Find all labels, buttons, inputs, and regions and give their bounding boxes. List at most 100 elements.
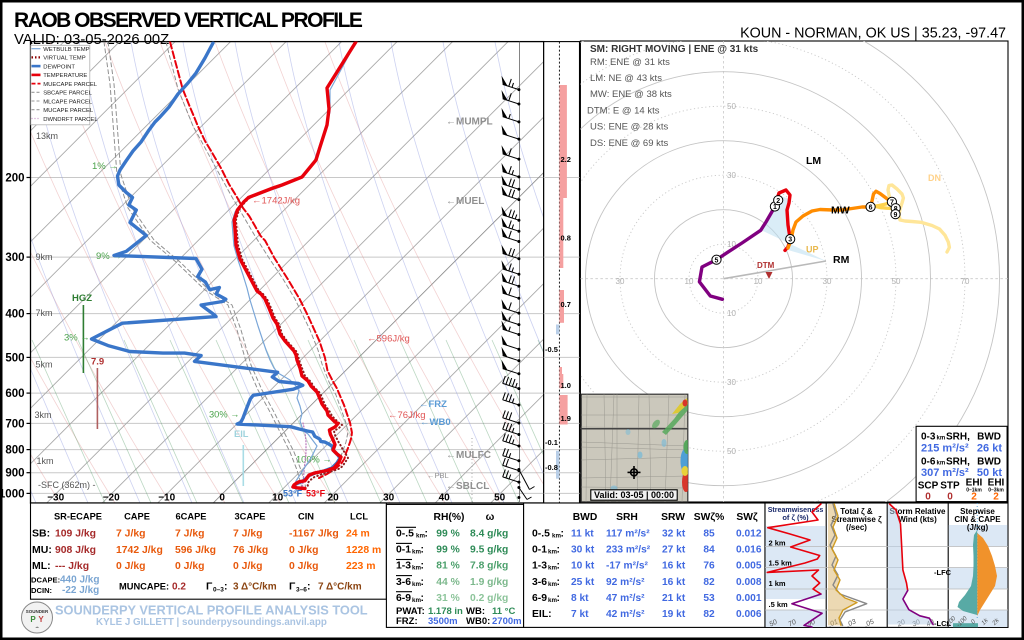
- svg-text::: :: [307, 581, 311, 593]
- svg-text:LM: LM: [806, 155, 821, 167]
- svg-text:1000: 1000: [0, 488, 25, 500]
- svg-text:EHI: EHI: [966, 478, 983, 489]
- svg-text:−20: −20: [103, 493, 120, 504]
- svg-text:100% →: 100% →: [296, 455, 332, 465]
- svg-text:7 Δ°C/km: 7 Δ°C/km: [318, 582, 362, 593]
- svg-text:←76J/kg: ←76J/kg: [388, 410, 426, 421]
- svg-text:RM: ENE @ 31 kts: RM: ENE @ 31 kts: [590, 57, 670, 68]
- svg-text::: :: [425, 529, 428, 540]
- svg-text:←MULFC: ←MULFC: [446, 450, 491, 461]
- svg-text:ML:: ML:: [32, 560, 51, 572]
- svg-text:VIRTUAL TEMP: VIRTUAL TEMP: [43, 56, 86, 62]
- svg-text:-0.1: -0.1: [545, 438, 558, 447]
- svg-text:←WB0: ←WB0: [420, 417, 451, 428]
- svg-text:0.012: 0.012: [736, 529, 762, 540]
- svg-text:EIL: EIL: [234, 429, 249, 439]
- svg-text:Streamwiseness: Streamwiseness: [768, 506, 824, 514]
- svg-text:3-6: 3-6: [532, 577, 547, 588]
- svg-text:800: 800: [5, 445, 24, 457]
- svg-text:MU:: MU:: [32, 544, 52, 556]
- svg-text:0: 0: [925, 492, 931, 503]
- svg-text::: :: [421, 593, 424, 604]
- svg-text:←PBL: ←PBL: [427, 471, 449, 480]
- svg-text:←MUEL: ←MUEL: [446, 196, 484, 207]
- svg-text:.03: .03: [845, 618, 857, 629]
- svg-text:P: P: [30, 615, 36, 624]
- svg-text:7 kt: 7 kt: [571, 609, 589, 620]
- svg-text:-22 J/kg: -22 J/kg: [62, 585, 99, 596]
- svg-text:MUCAPE PARCEL: MUCAPE PARCEL: [43, 108, 94, 114]
- svg-text:LM: NE @ 43 kts: LM: NE @ 43 kts: [590, 73, 662, 84]
- svg-text:19 kt: 19 kt: [662, 609, 686, 620]
- svg-text:2: 2: [776, 198, 780, 205]
- svg-text:DS: ENE @ 69 kts: DS: ENE @ 69 kts: [590, 138, 669, 149]
- svg-text:30: 30: [727, 171, 736, 180]
- svg-text:53°F: 53°F: [283, 489, 303, 499]
- svg-text:233 m²/s²: 233 m²/s²: [606, 545, 651, 556]
- svg-text:km: km: [548, 565, 557, 572]
- svg-text:84: 84: [703, 545, 715, 556]
- svg-text:30: 30: [383, 493, 395, 504]
- svg-text:km: km: [552, 533, 561, 540]
- svg-text::: :: [557, 577, 560, 588]
- svg-text:50 kt: 50 kt: [977, 467, 1002, 479]
- svg-text:km: km: [416, 533, 425, 540]
- svg-text:76 J/kg: 76 J/kg: [233, 545, 268, 556]
- svg-text:26 kt: 26 kt: [977, 443, 1002, 455]
- svg-text::: :: [421, 577, 424, 588]
- svg-text::: :: [557, 545, 560, 556]
- svg-text:0.2 g/kg: 0.2 g/kg: [470, 593, 508, 604]
- svg-text:92 m²/s²: 92 m²/s²: [606, 577, 645, 588]
- svg-text:600: 600: [5, 388, 24, 400]
- svg-text:SRH,: SRH,: [946, 432, 970, 443]
- svg-text:.05: .05: [863, 618, 875, 629]
- svg-text:km: km: [548, 549, 557, 556]
- svg-text:7.8 g/kg: 7.8 g/kg: [470, 561, 508, 572]
- svg-text:KOUN - NORMAN, OK US | 35.23,: KOUN - NORMAN, OK US | 35.23, -97.47: [740, 26, 1006, 42]
- svg-text:MUNCAPE:: MUNCAPE:: [119, 582, 169, 592]
- svg-text:--- J/kg: --- J/kg: [55, 561, 89, 572]
- svg-text:KYLE J GILLETT | sounderpysoun: KYLE J GILLETT | sounderpysoundings.anvi…: [96, 617, 327, 628]
- svg-text:223 m: 223 m: [346, 561, 375, 572]
- svg-text:SOUNDERPY VERTICAL PROFILE ANA: SOUNDERPY VERTICAL PROFILE ANALYSIS TOOL: [55, 603, 368, 618]
- svg-text:70: 70: [961, 277, 970, 286]
- svg-text::: :: [557, 593, 560, 604]
- svg-text:3-6: 3-6: [396, 577, 411, 588]
- svg-text:0.005: 0.005: [736, 561, 762, 572]
- svg-text:3CAPE: 3CAPE: [234, 512, 265, 522]
- svg-text:SRH,: SRH,: [946, 456, 970, 467]
- svg-text:km: km: [548, 597, 557, 604]
- svg-text:Wind (kts): Wind (kts): [898, 515, 937, 524]
- svg-text:2.2: 2.2: [561, 155, 571, 164]
- svg-text:BWD: BWD: [573, 512, 598, 523]
- svg-text:3km: 3km: [34, 410, 51, 420]
- svg-text:UP: UP: [806, 245, 819, 255]
- svg-text:PWAT:: PWAT:: [396, 606, 425, 617]
- svg-text:←596J/kg: ←596J/kg: [367, 334, 410, 345]
- svg-text:44 %: 44 %: [436, 577, 459, 588]
- svg-text:US: ENE @ 28 kts: US: ENE @ 28 kts: [590, 122, 669, 133]
- svg-text:0 J/kg: 0 J/kg: [175, 561, 204, 572]
- svg-text:DTM: DTM: [757, 261, 775, 270]
- svg-text:10: 10: [754, 277, 763, 286]
- svg-text:27 kt: 27 kt: [662, 545, 686, 556]
- svg-text:−30: −30: [47, 493, 64, 504]
- svg-text:EHI: EHI: [988, 478, 1005, 489]
- svg-text:3% →: 3% →: [64, 333, 90, 344]
- svg-text:←MUMPL: ←MUMPL: [446, 117, 493, 128]
- svg-text:-17 m²/s²: -17 m²/s²: [606, 561, 649, 572]
- svg-text:km: km: [412, 597, 421, 604]
- svg-text:6: 6: [869, 205, 873, 212]
- svg-text:−10: −10: [158, 493, 175, 504]
- svg-text:6CAPE: 6CAPE: [175, 512, 206, 522]
- svg-text:1% →: 1% →: [92, 161, 118, 172]
- svg-text:9.5 g/kg: 9.5 g/kg: [470, 545, 508, 556]
- svg-text:0-6: 0-6: [921, 456, 936, 467]
- svg-text:DCIN:: DCIN:: [31, 586, 52, 595]
- svg-text:☁: ☁: [35, 624, 39, 629]
- svg-text:2: 2: [993, 492, 999, 503]
- svg-text:440 J/kg: 440 J/kg: [60, 574, 99, 585]
- svg-text:21 kt: 21 kt: [662, 593, 686, 604]
- svg-text:81 %: 81 %: [436, 561, 459, 572]
- svg-text:km: km: [412, 565, 421, 572]
